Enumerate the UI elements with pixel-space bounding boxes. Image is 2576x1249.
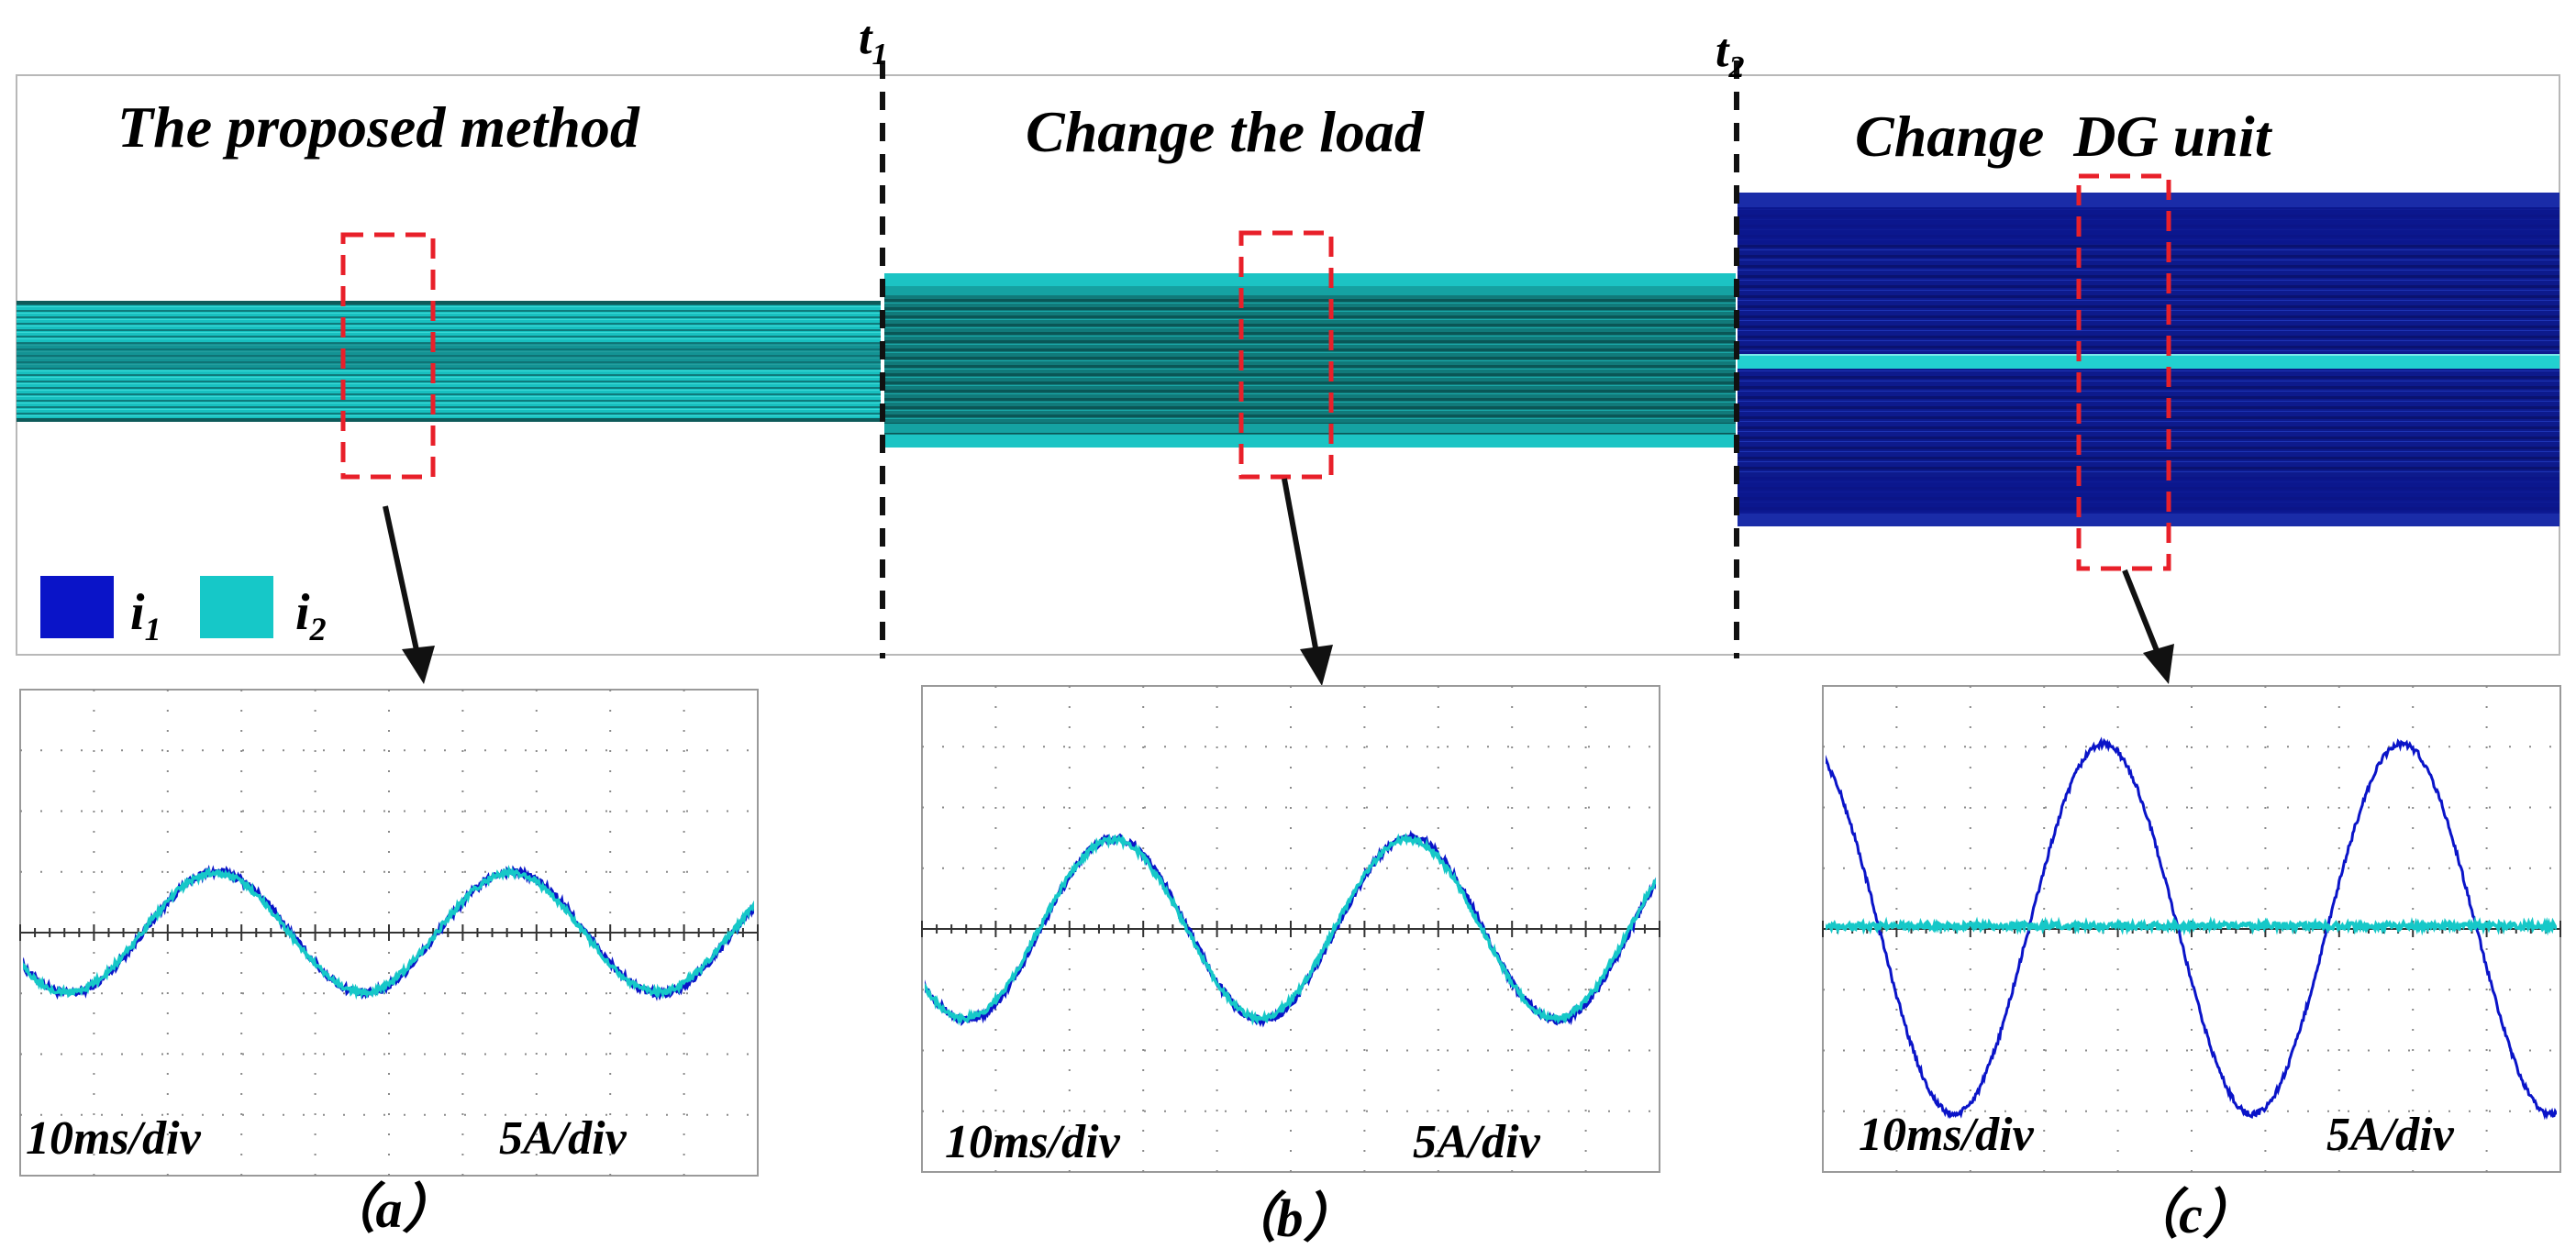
scope-grid-b bbox=[921, 686, 1660, 1172]
panel-label-b: （b） bbox=[1223, 1188, 1356, 1248]
scope-panel-a: 10ms/div 5A/div （a） bbox=[19, 689, 759, 1239]
section-title-dg: Change DG unit bbox=[1855, 104, 2273, 169]
series-i2-trace bbox=[925, 832, 1656, 1026]
legend-label-i1: i1 bbox=[130, 584, 161, 647]
time-scale-label: 10ms/div bbox=[1859, 1109, 2035, 1161]
overview-band-dg bbox=[1738, 193, 2559, 526]
t2-marker-label: t2 bbox=[1715, 25, 1744, 84]
current-scale-label: 5A/div bbox=[499, 1112, 627, 1165]
legend: i1 i2 bbox=[40, 576, 327, 647]
current-scale-label: 5A/div bbox=[1413, 1116, 1541, 1168]
overview-strip: t1 t2 The proposed method Change the loa… bbox=[16, 12, 2560, 686]
series-i2-trace bbox=[23, 865, 754, 1000]
time-scale-label: 10ms/div bbox=[945, 1116, 1121, 1168]
zoom-arrow-a bbox=[383, 505, 435, 684]
zoom-box-c bbox=[2076, 173, 2171, 571]
zoom-box-b bbox=[1238, 230, 1334, 480]
scope-panel-c: 10ms/div 5A/div （c） bbox=[1822, 685, 2561, 1244]
legend-swatch-i1 bbox=[40, 576, 114, 638]
scope-grid-a bbox=[19, 690, 759, 1176]
overview-band-load bbox=[884, 273, 1736, 448]
zoom-arrow-b bbox=[1282, 478, 1333, 686]
zoom-box-a bbox=[340, 232, 436, 480]
legend-label-i2: i2 bbox=[295, 584, 327, 647]
section-title-proposed: The proposed method bbox=[117, 94, 640, 160]
panel-label-c: （c） bbox=[2126, 1185, 2256, 1244]
t1-marker-label: t1 bbox=[859, 12, 887, 72]
series-i2-trace bbox=[1826, 916, 2557, 936]
panel-label-a: （a） bbox=[322, 1179, 455, 1239]
current-scale-label: 5A/div bbox=[2326, 1109, 2455, 1161]
section-title-load: Change the load bbox=[1026, 99, 1425, 164]
series-i1-trace bbox=[1826, 736, 2557, 1121]
zoom-arrow-c bbox=[2122, 569, 2174, 684]
overview-band-proposed bbox=[17, 301, 881, 422]
time-scale-label: 10ms/div bbox=[26, 1112, 202, 1165]
scope-panel-b: 10ms/div 5A/div （b） bbox=[921, 685, 1660, 1248]
legend-swatch-i2 bbox=[200, 576, 273, 638]
